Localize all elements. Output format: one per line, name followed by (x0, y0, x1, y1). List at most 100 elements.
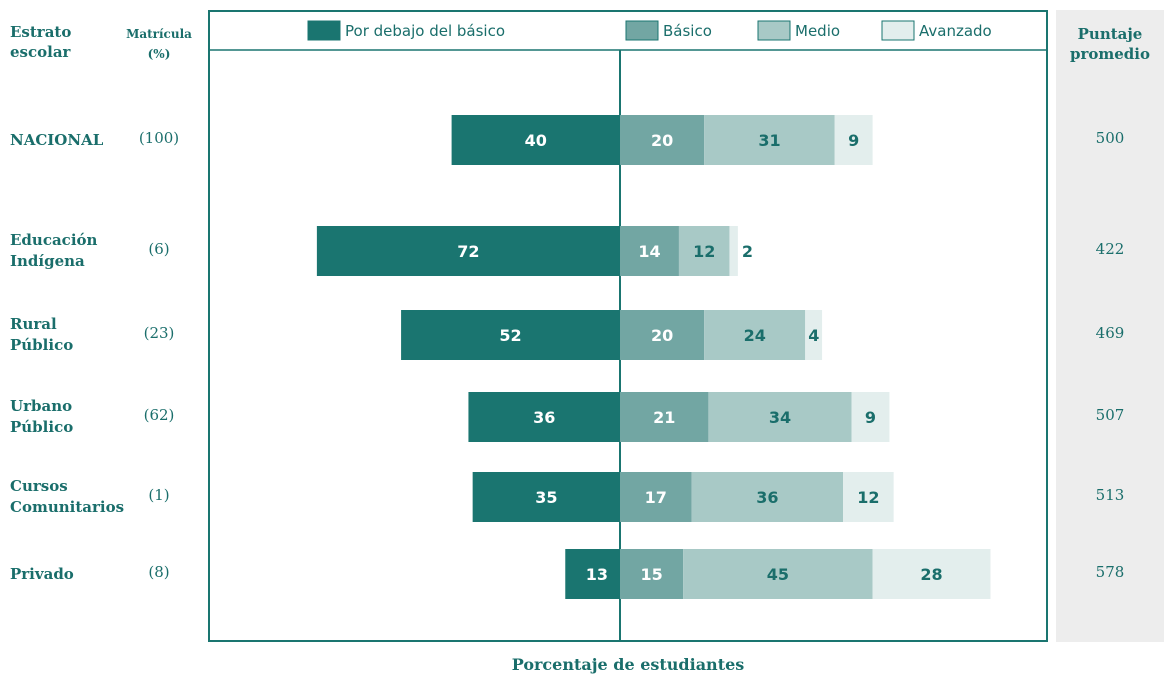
row-average-score-5: 578 (1095, 563, 1125, 581)
bar-4-1 (620, 472, 692, 522)
row-label-line-1-0: Educación (10, 231, 98, 249)
bar-5-0 (565, 549, 620, 599)
row-label-2: Rural Público (10, 314, 73, 356)
bar-label-5-1: 15 (640, 565, 662, 584)
bar-label-2-2: 24 (744, 326, 766, 345)
row-label-line-4-0: Cursos (10, 477, 68, 495)
legend-label-0: Por debajo del básico (345, 22, 505, 40)
legend-swatch-0 (307, 20, 341, 41)
row-label-line-4-1: Comunitarios (10, 498, 125, 516)
bar-label-2-0: 52 (499, 326, 521, 345)
bar-5-2 (683, 549, 873, 599)
bar-1-2 (678, 226, 730, 276)
legend-label-2: Medio (795, 22, 840, 40)
bar-label-5-3: 28 (920, 565, 942, 584)
legend-item-0: Por debajo del básico (307, 20, 505, 41)
bar-label-2-1: 20 (651, 326, 673, 345)
row-label-line-0-0: NACIONAL (10, 130, 104, 149)
bar-3-0 (468, 392, 620, 442)
bar-0-3 (834, 115, 873, 165)
row-label-line-3-1: Público (10, 418, 74, 436)
row-label-3: Urbano Público (10, 396, 73, 438)
row-enrollment-1: (6) (148, 240, 170, 258)
bar-4-2 (691, 472, 844, 522)
score-column-background (1056, 10, 1164, 642)
bar-3-1 (620, 392, 709, 442)
bar-4-3 (843, 472, 894, 522)
bar-4-0 (472, 472, 620, 522)
stratum-header-line-2: escolar (10, 43, 71, 61)
bar-label-2-3: 4 (808, 326, 819, 345)
bar-label-5-0: 13 (586, 565, 608, 584)
bar-label-4-3: 12 (857, 488, 879, 507)
row-label-line-5-0: Privado (10, 564, 74, 583)
row-label-1: Educación Indígena (10, 230, 97, 272)
bar-2-3 (805, 310, 823, 360)
row-label-line-2-0: Rural (10, 315, 57, 333)
legend-label-1: Básico (663, 22, 712, 40)
bar-3-3 (851, 392, 890, 442)
bar-label-0-2: 31 (758, 131, 780, 150)
bar-2-0 (401, 310, 620, 360)
bar-1-1 (620, 226, 679, 276)
legend-label-3: Avanzado (919, 22, 992, 40)
row-average-score-3: 507 (1095, 406, 1125, 424)
plot-frame (208, 10, 1048, 642)
legend-item-1: Básico (625, 20, 712, 41)
bar-label-1-0: 72 (457, 242, 479, 261)
score-header-line-1: Puntaje (1077, 25, 1143, 43)
bar-5-3 (872, 549, 991, 599)
bar-label-0-1: 20 (651, 131, 673, 150)
bar-1-0 (316, 226, 620, 276)
row-label-line-2-1: Público (10, 336, 74, 354)
row-average-score-0: 500 (1095, 129, 1125, 147)
bar-label-4-2: 36 (756, 488, 778, 507)
row-label-4: Cursos Comunitarios (10, 476, 124, 518)
row-enrollment-0: (100) (138, 129, 180, 147)
bar-0-0 (451, 115, 620, 165)
score-header-line-2: promedio (1069, 45, 1150, 63)
stratum-header: Estrato escolar (10, 22, 71, 62)
row-enrollment-2: (23) (143, 324, 175, 342)
legend-swatch-1 (625, 20, 659, 41)
row-label-0: NACIONAL (10, 130, 103, 151)
bar-0-1 (620, 115, 705, 165)
score-header: Puntaje promedio (1056, 24, 1164, 64)
bar-0-2 (704, 115, 835, 165)
row-enrollment-4: (1) (148, 486, 170, 504)
bar-5-1 (620, 549, 684, 599)
bar-1-3 (729, 226, 738, 276)
bar-2-2 (704, 310, 806, 360)
enrollment-header-line-1: Matrícula (126, 27, 192, 41)
bar-label-4-1: 17 (645, 488, 667, 507)
bar-label-1-2: 12 (693, 242, 715, 261)
row-average-score-1: 422 (1095, 240, 1125, 258)
legend-item-2: Medio (757, 20, 840, 41)
bar-3-2 (708, 392, 852, 442)
bar-label-1-3: 2 (742, 242, 753, 261)
bar-label-3-2: 34 (769, 408, 791, 427)
bar-2-1 (620, 310, 705, 360)
row-average-score-2: 469 (1095, 324, 1125, 342)
legend: Por debajo del básico Básico Medio Avanzado (307, 20, 992, 41)
stratum-header-line-1: Estrato (10, 23, 72, 41)
bar-label-3-3: 9 (865, 408, 876, 427)
bar-label-0-3: 9 (848, 131, 859, 150)
row-label-line-3-0: Urbano (10, 397, 73, 415)
row-enrollment-5: (8) (148, 563, 170, 581)
bars-group: 40 20 31 9 72 14 12 2 52 20 24 4 36 21 34 9 35 17 36 12 13 15… (316, 115, 991, 599)
bar-label-4-0: 35 (535, 488, 557, 507)
row-label-5: Privado (10, 564, 74, 585)
bar-label-5-2: 45 (767, 565, 789, 584)
row-label-line-1-1: Indígena (10, 252, 85, 270)
legend-item-3: Avanzado (881, 20, 992, 41)
enrollment-header-line-2: (%) (147, 47, 171, 61)
enrollment-header: Matrícula (%) (120, 24, 198, 64)
bar-label-1-1: 14 (638, 242, 660, 261)
row-enrollment-3: (62) (143, 406, 175, 424)
legend-swatch-3 (881, 20, 915, 41)
legend-swatch-2 (757, 20, 791, 41)
bar-label-3-1: 21 (653, 408, 675, 427)
bar-label-3-0: 36 (533, 408, 555, 427)
